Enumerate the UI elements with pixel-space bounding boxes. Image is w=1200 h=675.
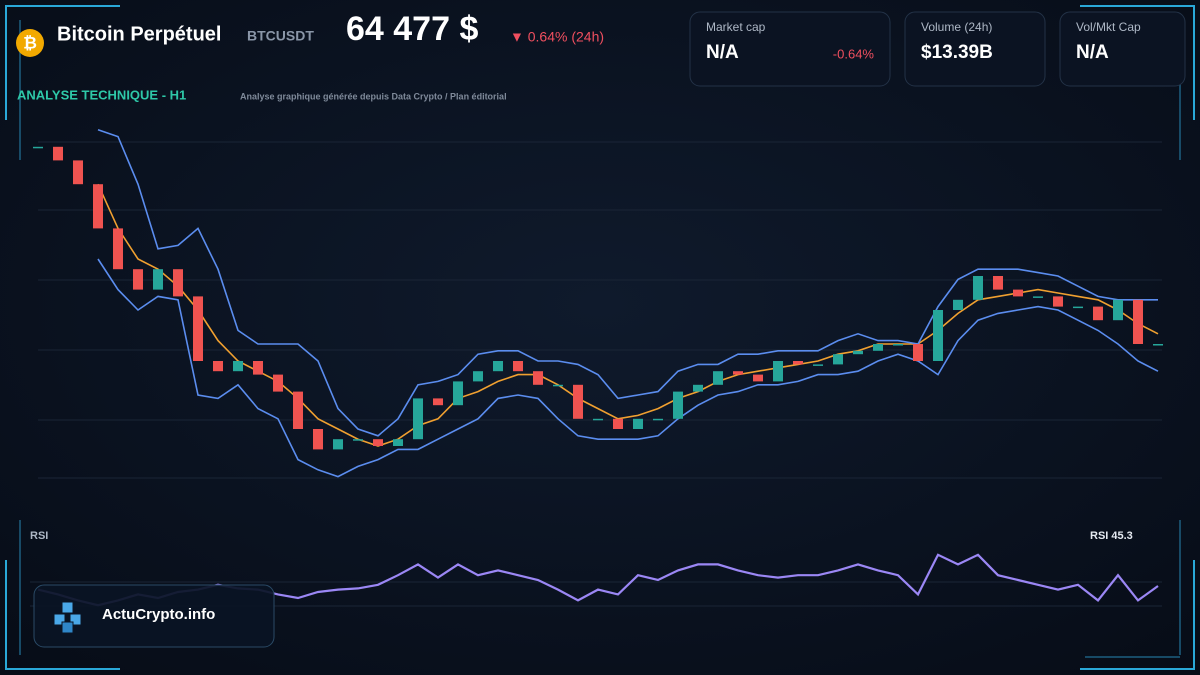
candle: [353, 439, 363, 441]
candle: [733, 371, 743, 375]
candle: [813, 364, 823, 366]
card: [689, 11, 891, 87]
candle: [1073, 306, 1083, 309]
candle: [93, 184, 103, 229]
candle: [33, 146, 43, 149]
candle: [273, 374, 283, 392]
price: 64 477 $: [346, 10, 478, 48]
candle: [153, 269, 163, 290]
card-value: $13.39B: [921, 42, 993, 63]
candle: [453, 381, 463, 406]
coin-symbol: ₿: [23, 33, 37, 52]
candle: [193, 296, 203, 361]
series-line: [97, 258, 1159, 478]
candle: [513, 361, 523, 372]
card: [904, 11, 1046, 87]
candle: [673, 391, 683, 419]
candle: [773, 361, 783, 382]
price-change: ▼ 0.64% (24h): [510, 29, 604, 45]
candle: [393, 439, 403, 446]
card-label: Vol/Mkt Cap: [1076, 20, 1141, 34]
asset-name: Bitcoin Perpétuel: [57, 23, 221, 45]
candle: [1093, 306, 1103, 321]
grid: [30, 141, 1162, 607]
candle: [133, 269, 143, 290]
candle: [473, 371, 483, 382]
candle: [913, 344, 923, 361]
candle: [573, 384, 583, 419]
candle: [833, 354, 843, 365]
rsi-annotation: RSI 45.3: [1090, 530, 1133, 542]
candle: [533, 371, 543, 385]
candle: [613, 418, 623, 429]
candle: [1013, 289, 1023, 297]
candle: [233, 361, 243, 372]
ticker: BTCUSDT: [247, 28, 314, 44]
candle: [653, 418, 663, 421]
card-value: N/A: [706, 42, 739, 63]
candle: [593, 418, 603, 421]
candle: [313, 429, 323, 450]
candle: [973, 276, 983, 300]
brand-box: ActuCrypto.info: [33, 584, 275, 648]
candle: [1033, 296, 1043, 298]
candle: [1113, 299, 1123, 321]
candle: [333, 439, 343, 450]
candle: [493, 361, 503, 372]
card-label: Volume (24h): [921, 20, 992, 34]
chart-title: ANALYSE TECHNIQUE - H1: [17, 87, 186, 102]
rsi-title: RSI: [30, 530, 48, 542]
coin-icon: [16, 29, 44, 57]
candle: [993, 276, 1003, 290]
candle: [633, 418, 643, 429]
candle: [893, 344, 903, 346]
card: [1059, 11, 1186, 87]
candle: [793, 361, 803, 365]
card-value: N/A: [1076, 42, 1109, 63]
candle: [113, 228, 123, 270]
candle: [253, 361, 263, 375]
candle: [433, 398, 443, 406]
series-line: [97, 129, 1158, 437]
candle: [53, 146, 63, 161]
candle: [933, 310, 943, 361]
candle: [373, 439, 383, 446]
candle: [213, 361, 223, 372]
candle: [693, 384, 703, 392]
candle: [953, 299, 963, 310]
chart-subtitle: Analyse graphique générée depuis Data Cr…: [240, 91, 507, 101]
candle: [853, 350, 863, 355]
candle: [1053, 296, 1063, 307]
candle: [713, 371, 723, 385]
candle: [1133, 299, 1143, 344]
candle: [73, 160, 83, 185]
card-label: Market cap: [706, 20, 766, 34]
brand-name: ActuCrypto.info: [102, 606, 215, 623]
candle: [173, 269, 183, 297]
candle: [873, 344, 883, 351]
candle: [1153, 344, 1163, 346]
frame: [5, 5, 1195, 670]
candle: [413, 398, 423, 440]
candle: [753, 374, 763, 382]
candle: [293, 391, 303, 429]
card-change: -0.64%: [833, 46, 875, 61]
candle: [553, 384, 563, 387]
